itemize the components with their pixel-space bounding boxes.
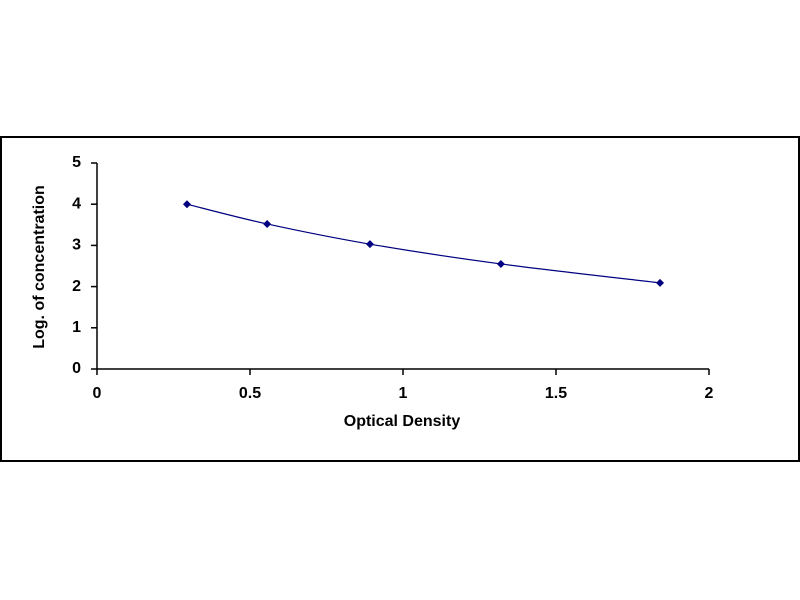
y-tick-label: 3 (72, 237, 81, 254)
x-tick-label: 0 (93, 385, 102, 402)
data-point (182, 200, 191, 209)
y-tick-label: 2 (72, 278, 81, 295)
y-tick-label: 5 (72, 154, 81, 171)
y-axis-title: Log. of concentration (31, 185, 48, 349)
chart-frame (0, 136, 800, 462)
x-tick-label: 0.5 (239, 385, 261, 402)
data-point (656, 278, 665, 287)
x-axis-title: Optical Density (344, 413, 461, 430)
x-tick-label: 1 (399, 385, 408, 402)
x-tick-label: 1.5 (545, 385, 567, 402)
data-point (496, 259, 505, 268)
y-tick-label: 4 (72, 195, 81, 212)
data-point (365, 240, 374, 249)
data-point (263, 219, 272, 228)
fit-line (186, 203, 661, 284)
y-tick-label: 1 (72, 319, 81, 336)
x-tick-label: 2 (705, 385, 714, 402)
y-tick-label: 0 (72, 360, 81, 377)
